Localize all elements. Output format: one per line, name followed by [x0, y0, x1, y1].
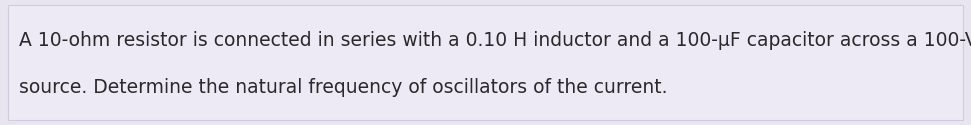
- FancyBboxPatch shape: [8, 5, 963, 120]
- Text: A 10-ohm resistor is connected in series with a 0.10 H inductor and a 100-μF cap: A 10-ohm resistor is connected in series…: [19, 30, 971, 50]
- Text: source. Determine the natural frequency of oscillators of the current.: source. Determine the natural frequency …: [19, 78, 668, 97]
